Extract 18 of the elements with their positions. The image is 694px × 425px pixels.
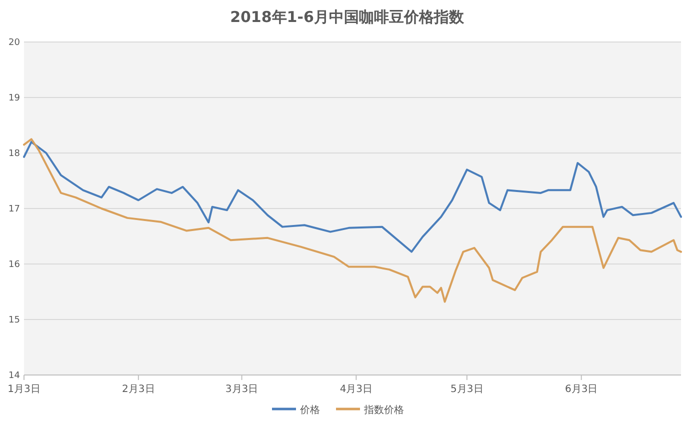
line-series (23, 138, 682, 303)
legend-label: 价格 (299, 404, 320, 416)
y-tick-label: 15 (8, 316, 20, 326)
chart-title: 2018年1-6月中国咖啡豆价格指数 (230, 8, 465, 26)
x-tick-label: 4月3日 (340, 384, 373, 395)
x-tick-label: 2月3日 (122, 384, 155, 395)
legend-label: 指数价格 (363, 404, 404, 416)
line-series (23, 140, 682, 253)
x-tick-label: 5月3日 (450, 384, 484, 395)
y-tick-label: 19 (8, 94, 20, 104)
x-tick-label: 3月3日 (225, 384, 258, 395)
y-tick-label: 18 (8, 149, 20, 159)
y-tick-label: 16 (8, 260, 20, 270)
y-tick-label: 17 (8, 204, 20, 214)
y-tick-label: 20 (8, 38, 20, 48)
y-tick-label: 14 (8, 371, 20, 381)
x-tick-label: 1月3日 (8, 384, 40, 395)
x-tick-label: 6月3日 (564, 384, 598, 395)
